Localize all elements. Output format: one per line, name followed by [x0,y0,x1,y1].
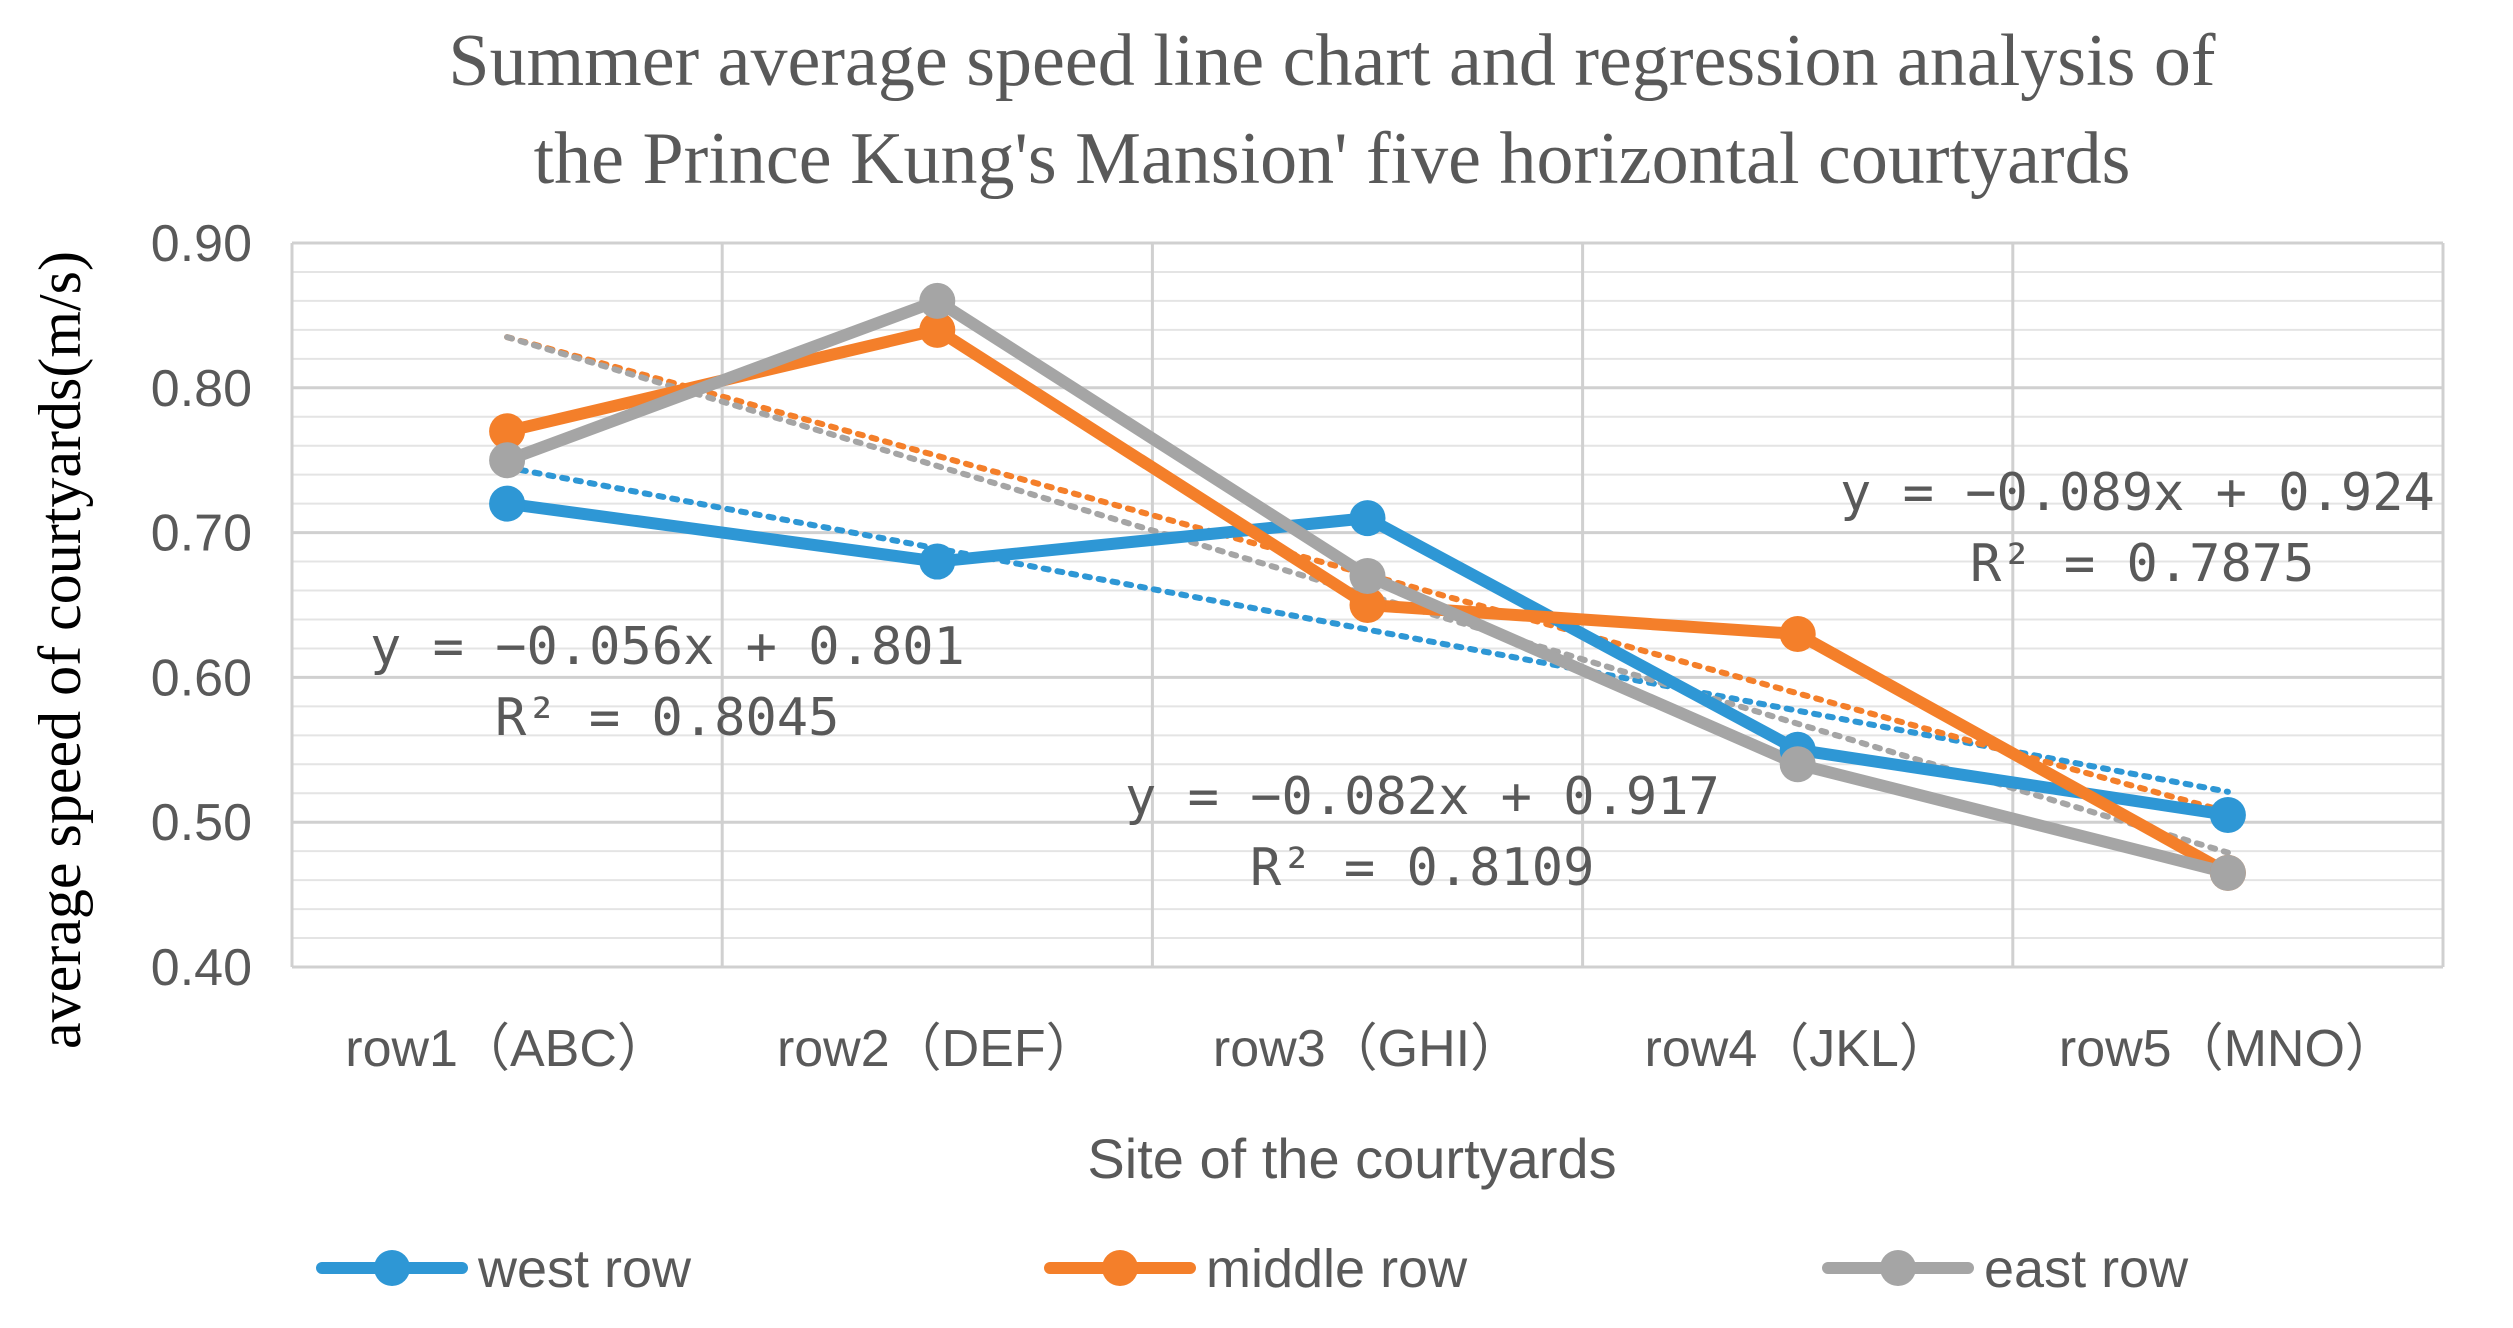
trend-annotation-east: y = −0.089x + 0.924 R² = 0.7875 [1840,463,2435,594]
legend-marker-west-row [374,1250,410,1286]
data-point-east-row [489,442,526,479]
legend-item-middle-row[interactable]: middle row [1044,1239,1468,1299]
legend-item-west-row[interactable]: west row [316,1239,692,1299]
data-point-east-row [1779,746,1816,783]
trend-r2-west: R² = 0.8045 [495,688,839,748]
y-axis-label: average speed of courtyards(m/s) [27,251,93,1049]
legend-label-west-row: west row [477,1239,692,1299]
data-point-west-row [489,485,526,522]
y-tick-label: 0.80 [151,360,252,418]
trend-equation-west: y = −0.056x + 0.801 [370,617,965,677]
y-tick-label: 0.40 [151,939,252,997]
series-points [489,282,2246,891]
legend-label-middle-row: middle row [1206,1239,1468,1299]
x-tick-label: row3（GHI） [1213,1020,1522,1078]
data-point-east-row [919,282,956,319]
legend-item-east-row[interactable]: east row [1822,1239,2189,1299]
x-tick-label: row1（ABC） [345,1020,669,1078]
trend-annotation-west: y = −0.056x + 0.801 R² = 0.8045 [370,617,965,748]
chart-title-line-2: the Prince Kung's Mansion' five horizont… [534,118,2131,200]
trend-r2-east: R² = 0.7875 [1970,534,2314,594]
data-point-middle-row [919,311,956,348]
legend-marker-middle-row [1102,1250,1138,1286]
data-point-east-row [2209,854,2246,891]
x-tick-label: row4（JKL） [1645,1020,1951,1078]
data-point-west-row [1349,500,1386,537]
x-tick-label: row5（MNO） [2059,1020,2397,1078]
data-point-middle-row [1349,587,1386,623]
trend-equation-middle: y = −0.082x + 0.917 [1125,767,1720,827]
data-point-middle-row [489,413,526,450]
data-point-west-row [919,543,956,580]
y-tick-label: 0.50 [151,794,252,852]
trend-annotation-middle: y = −0.082x + 0.917 R² = 0.8109 [1125,767,1720,898]
trend-equation-east: y = −0.089x + 0.924 [1840,463,2435,523]
legend-marker-east-row [1880,1250,1916,1286]
legend: west row middle row east row [316,1239,2189,1299]
data-point-middle-row [1779,615,1816,652]
data-point-west-row [2209,796,2246,833]
x-tick-labels: row1（ABC） row2（DEF） row3（GHI） row4（JKL） row5… [345,1020,2397,1078]
y-tick-labels: 0.40 0.50 0.60 0.70 0.80 0.90 [151,215,252,997]
trendline-west-row [504,464,2231,795]
chart-title-line-1: Summer average speed line chart and regr… [448,20,2216,102]
y-tick-label: 0.60 [151,649,252,707]
trend-r2-middle: R² = 0.8109 [1250,838,1594,898]
y-tick-label: 0.70 [151,505,252,563]
legend-label-east-row: east row [1984,1239,2189,1299]
data-point-east-row [1349,558,1386,595]
x-axis-label: Site of the courtyards [1087,1127,1616,1190]
x-tick-label: row2（DEF） [777,1020,1098,1078]
trendline-middle-row [504,334,2231,816]
y-tick-label: 0.90 [151,215,252,273]
